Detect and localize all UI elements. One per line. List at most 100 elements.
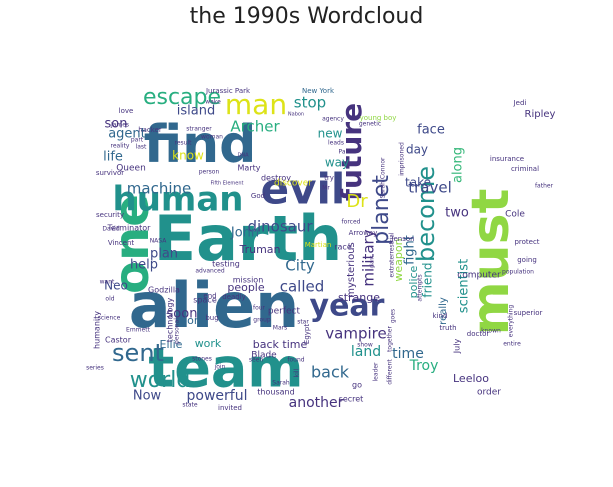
- word-20: called: [280, 278, 325, 296]
- word-67: Leeloo: [453, 372, 489, 385]
- word-29: Now: [133, 389, 162, 404]
- word-63: really: [438, 297, 449, 325]
- word-119: wake: [205, 99, 221, 106]
- word-44: friend: [421, 262, 435, 297]
- word-86: secret: [339, 395, 364, 404]
- word-165: giant: [370, 256, 376, 269]
- word-23: travel: [408, 179, 452, 197]
- word-161: person: [199, 169, 220, 176]
- word-1: alien: [129, 269, 300, 342]
- word-103: protect: [514, 238, 539, 246]
- word-6: evil: [261, 165, 346, 214]
- word-147: series: [86, 365, 104, 372]
- word-32: Troy: [409, 358, 439, 374]
- word-78: Terminator: [107, 224, 152, 233]
- word-38: face: [417, 123, 445, 138]
- word-111: Arroway: [349, 229, 378, 237]
- word-159: part: [131, 137, 144, 144]
- word-80: humanity: [93, 311, 102, 349]
- word-71: Blade: [251, 351, 277, 361]
- word-158: extraterrestrial: [389, 232, 396, 277]
- word-79: mission: [233, 276, 264, 285]
- word-50: Neo: [104, 279, 128, 293]
- word-94: Vincent: [108, 239, 135, 247]
- word-92: survivor: [96, 169, 124, 177]
- word-43: scientist: [457, 259, 472, 313]
- word-122: genetic: [359, 121, 381, 128]
- word-36: agent: [108, 127, 146, 142]
- word-37: son: [105, 117, 128, 132]
- word-22: Archer: [230, 118, 280, 136]
- word-19: military: [360, 229, 378, 286]
- word-126: advanced: [195, 268, 225, 275]
- word-151: Fifth Element: [211, 181, 244, 187]
- word-76: discover: [274, 179, 312, 189]
- word-66: computer: [457, 271, 501, 281]
- word-143: different: [387, 359, 394, 385]
- word-55: Truman: [238, 243, 280, 256]
- word-82: Castor: [105, 336, 132, 345]
- word-57: long: [184, 314, 208, 327]
- word-16: Dr: [346, 191, 368, 212]
- word-21: vampire: [325, 325, 386, 343]
- word-137: seen: [249, 357, 264, 364]
- word-73: race: [334, 243, 352, 252]
- word-101: criminal: [511, 165, 539, 173]
- word-35: island: [177, 104, 215, 119]
- word-47: John: [230, 226, 259, 241]
- word-53: way: [325, 156, 349, 170]
- word-58: Ellie: [160, 338, 183, 351]
- word-166: Emmett: [126, 327, 151, 334]
- word-81: technology: [166, 298, 175, 343]
- word-156: God: [251, 192, 265, 200]
- word-163: Nabon: [288, 112, 304, 118]
- word-130: four: [253, 305, 266, 312]
- word-13: sent: [112, 339, 164, 367]
- word-120: leads: [328, 140, 344, 147]
- word-141: goes: [390, 309, 397, 323]
- word-117: reality: [111, 143, 130, 150]
- word-70: Jedi: [513, 99, 527, 107]
- word-131: group: [253, 317, 271, 324]
- word-104: doctor: [467, 330, 490, 338]
- word-142: together: [387, 326, 394, 352]
- word-33: City: [285, 257, 315, 275]
- word-75: destroy: [261, 174, 291, 183]
- word-100: insurance: [490, 155, 524, 163]
- word-8: year: [310, 289, 385, 324]
- word-167: father: [535, 183, 554, 190]
- word-42: along: [451, 147, 466, 183]
- word-3: one: [104, 194, 160, 294]
- word-146: invited: [218, 404, 242, 412]
- word-132: star: [297, 319, 309, 326]
- word-24: fight: [403, 235, 418, 265]
- word-98: Jenson: [390, 235, 414, 243]
- word-133: Egypt: [303, 324, 311, 344]
- word-54: know: [172, 149, 204, 163]
- word-88: go: [352, 381, 362, 390]
- word-125: forced: [342, 219, 361, 226]
- word-56: people: [227, 281, 265, 294]
- word-149: science: [98, 315, 121, 322]
- word-162: DNA: [237, 153, 249, 159]
- word-108: population: [502, 269, 534, 276]
- word-91: young boy: [360, 114, 397, 122]
- word-74: Marty: [238, 164, 261, 173]
- word-118: result: [175, 140, 193, 147]
- word-7: human: [113, 180, 244, 220]
- word-26: back: [311, 363, 350, 382]
- word-113: hacker: [138, 126, 162, 134]
- word-157: attempts: [417, 274, 424, 301]
- word-2: team: [148, 337, 303, 400]
- word-9: future: [335, 103, 368, 201]
- word-49: help: [130, 258, 158, 273]
- word-116: James: [110, 122, 129, 129]
- word-93: security: [96, 211, 124, 219]
- word-27: life: [103, 150, 123, 165]
- word-64: Ripley: [525, 109, 556, 120]
- word-61: strange: [338, 291, 380, 304]
- word-25: land: [351, 344, 381, 360]
- word-99: superior: [514, 309, 543, 317]
- word-17: dinosaur: [247, 218, 313, 236]
